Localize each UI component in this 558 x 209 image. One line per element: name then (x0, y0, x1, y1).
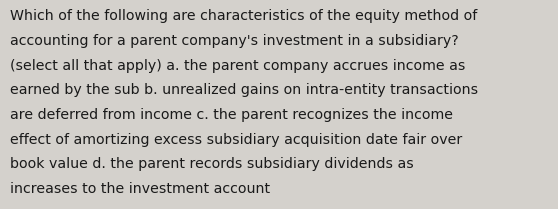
Text: (select all that apply) a. the parent company accrues income as: (select all that apply) a. the parent co… (10, 59, 465, 73)
Text: effect of amortizing excess subsidiary acquisition date fair over: effect of amortizing excess subsidiary a… (10, 133, 462, 147)
Text: earned by the sub b. unrealized gains on intra-entity transactions: earned by the sub b. unrealized gains on… (10, 83, 478, 97)
Text: book value d. the parent records subsidiary dividends as: book value d. the parent records subsidi… (10, 157, 414, 171)
Text: increases to the investment account: increases to the investment account (10, 182, 270, 196)
Text: Which of the following are characteristics of the equity method of: Which of the following are characteristi… (10, 9, 477, 23)
Text: accounting for a parent company's investment in a subsidiary?: accounting for a parent company's invest… (10, 34, 459, 48)
Text: are deferred from income c. the parent recognizes the income: are deferred from income c. the parent r… (10, 108, 453, 122)
